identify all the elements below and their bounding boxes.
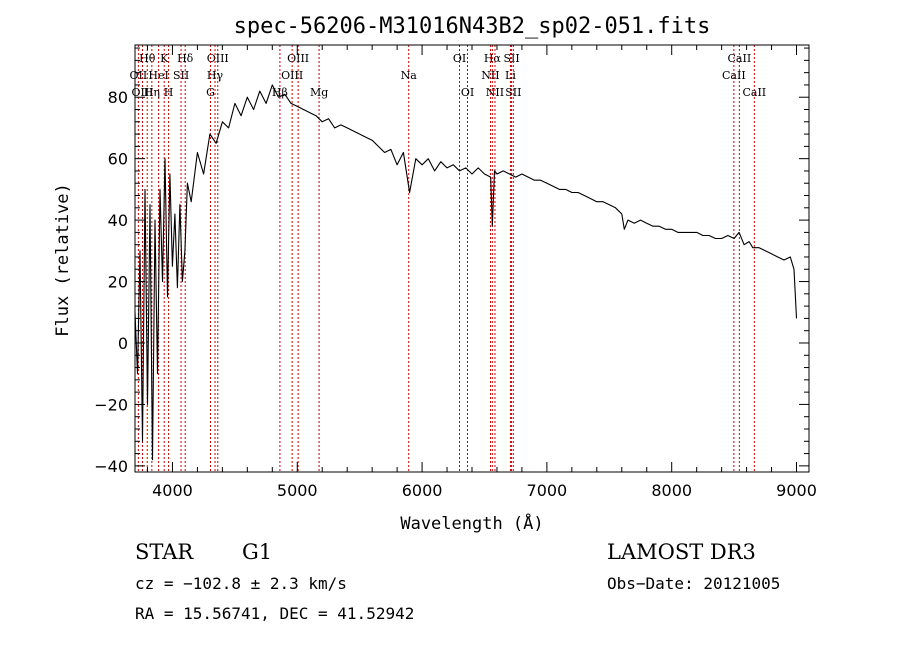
plot-frame [134, 44, 810, 473]
spectral-line-label: Hβ [272, 86, 288, 99]
chart-title: spec-56206-M31016N43B2_sp02-051.fits [234, 14, 711, 39]
spectral-line-label: SII [173, 69, 189, 82]
spectral-line-label: Na [401, 69, 418, 82]
spectral-line-label: CaII [728, 52, 752, 65]
spectral-line-label: OIII [131, 86, 153, 99]
y-tick-label: −40 [94, 457, 128, 476]
spectral-line-label: SII [503, 52, 519, 65]
spectral-line-label: OIII [207, 52, 229, 65]
y-tick-label: −20 [94, 395, 128, 414]
spectral-line-label: Hδ [177, 52, 194, 65]
object-subclass: G1 [242, 540, 273, 564]
survey-name: LAMOST DR3 [607, 540, 756, 564]
y-tick-label: 40 [108, 211, 128, 230]
spectral-line-label: Li [505, 69, 516, 82]
spectral-line-label: OII [130, 69, 148, 82]
series-line-flux [134, 84, 798, 461]
y-tick-label: 60 [108, 150, 128, 169]
x-tick-label: 7000 [527, 481, 568, 500]
x-tick-label: 5000 [277, 481, 318, 500]
observation-date: Obs−Date: 20121005 [607, 574, 781, 593]
spectral-line-label: CaII [722, 69, 746, 82]
spectral-line-label: OIII [287, 52, 309, 65]
spectral-line-label: Hα [484, 52, 502, 65]
spectral-line-label: HeI [148, 69, 168, 82]
x-axis-label: Wavelength (Å) [400, 512, 543, 534]
spectral-line-label: OIII [281, 69, 303, 82]
x-tick-label: 9000 [776, 481, 817, 500]
spectral-line-label: Hθ [139, 52, 156, 65]
spectral-line-label: NII [486, 86, 504, 99]
y-tick-label: 20 [108, 273, 128, 292]
spectral-line-label: H [164, 86, 174, 99]
y-tick-label: 80 [108, 88, 128, 107]
spectral-line-label: Hη [144, 86, 160, 99]
spectral-line-label: SII [505, 86, 521, 99]
spectral-line-label: OI [453, 52, 466, 65]
y-axis-label: Flux (relative) [53, 183, 73, 337]
x-tick-label: 4000 [152, 481, 193, 500]
spectral-line-label: Hγ [207, 69, 224, 82]
spectral-line-label: OI [461, 86, 474, 99]
x-tick-label: 8000 [651, 481, 692, 500]
ra-dec-coordinates: RA = 15.56741, DEC = 41.52942 [135, 604, 415, 623]
spectral-line-label: Mg [310, 86, 328, 99]
redshift-velocity: cz = −102.8 ± 2.3 km/s [135, 574, 347, 593]
spectral-line-label: G [206, 86, 215, 99]
y-tick-label: 0 [118, 334, 128, 353]
spectral-line-label: NII [481, 69, 499, 82]
object-class: STAR [135, 540, 194, 564]
spectral-line-label: K [160, 52, 169, 65]
x-tick-label: 6000 [402, 481, 443, 500]
spectral-line-label: CaII [742, 86, 766, 99]
